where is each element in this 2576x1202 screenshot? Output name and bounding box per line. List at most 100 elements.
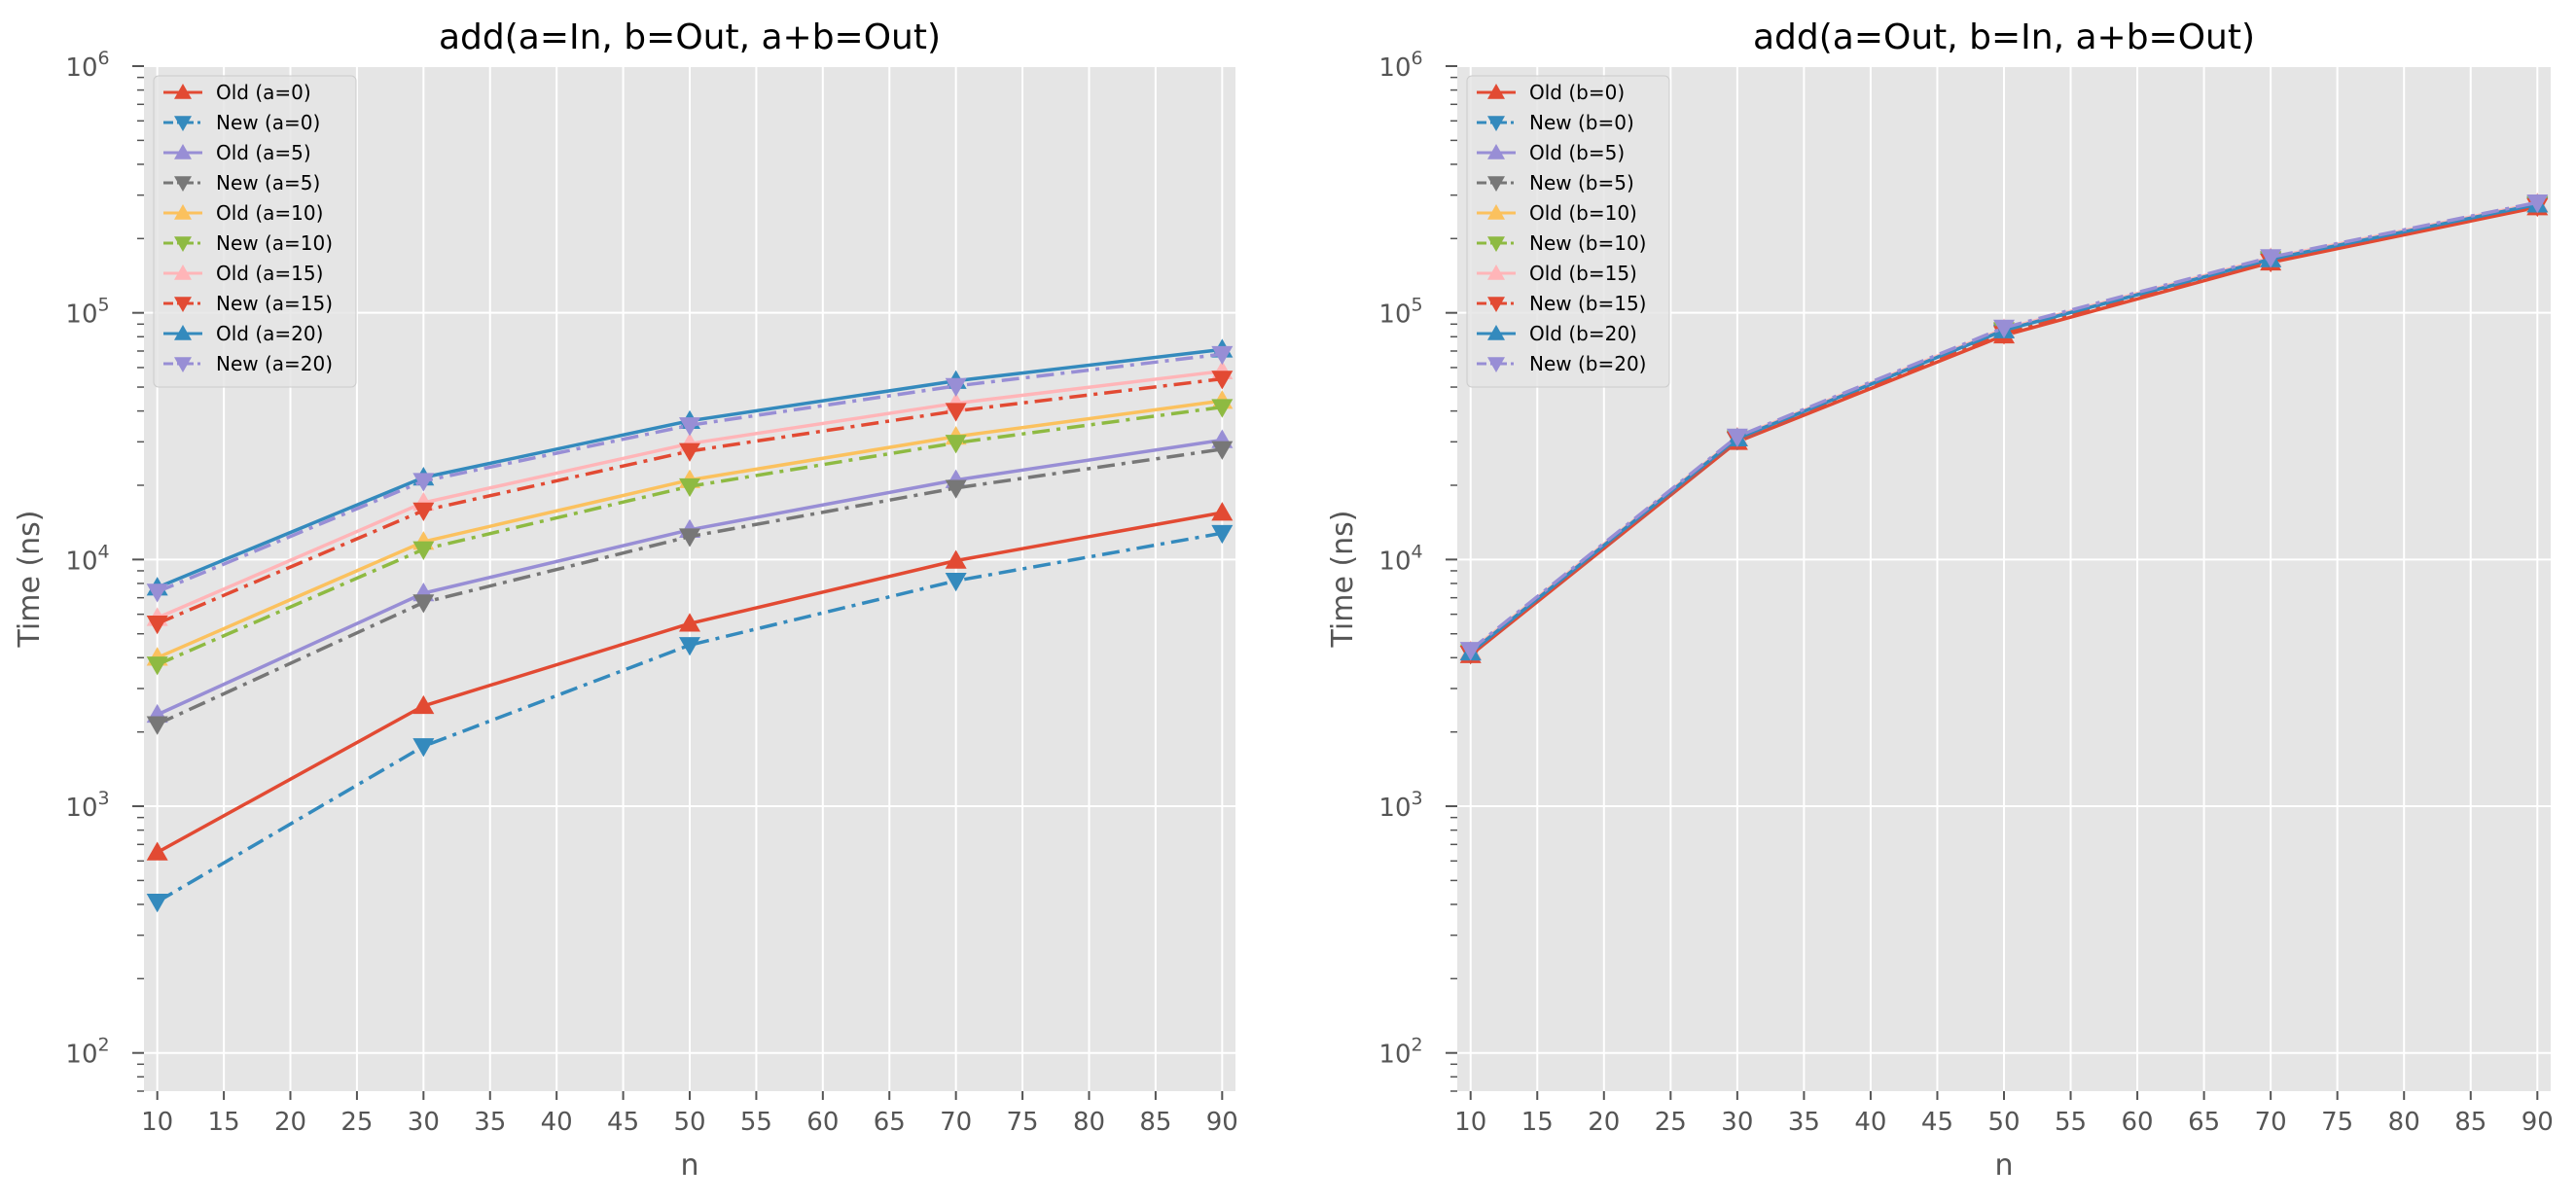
y-tick-label: 105 [65, 295, 109, 330]
data-point-marker [146, 583, 168, 603]
data-point-marker [679, 528, 700, 548]
x-tick-label: 25 [1655, 1108, 1687, 1137]
series-line [1469, 200, 2538, 652]
x-tick-label: 30 [1721, 1108, 1753, 1137]
x-tick-label: 60 [806, 1108, 839, 1137]
x-tick-label: 80 [1073, 1108, 1105, 1137]
y-tick-label: 102 [65, 1035, 109, 1070]
legend-label: Old (b=20) [1529, 322, 1637, 345]
legend-label: Old (a=20) [216, 322, 323, 345]
data-point-marker [679, 477, 700, 498]
x-tick-label: 90 [2522, 1108, 2554, 1137]
data-point-marker [1211, 524, 1234, 545]
x-tick-label: 10 [141, 1108, 173, 1137]
chart-title: add(a=Out, b=In, a+b=Out) [1753, 18, 2255, 57]
y-tick-label: 103 [65, 788, 109, 823]
data-point-marker [679, 417, 700, 437]
legend-label: Old (a=0) [216, 81, 311, 104]
data-point-marker [945, 549, 967, 569]
data-point-marker [412, 694, 435, 715]
x-tick-label: 30 [408, 1108, 440, 1137]
legend-marker [1487, 357, 1505, 372]
data-point-marker [412, 594, 435, 614]
data-point-marker [146, 716, 168, 735]
y-tick-label: 104 [1378, 541, 1422, 576]
legend-label: New (b=10) [1529, 231, 1647, 255]
y-tick-label: 102 [1378, 1035, 1422, 1070]
x-axis-label: n [1994, 1149, 2013, 1183]
series-line [156, 531, 1223, 903]
y-tick-label: 104 [65, 541, 109, 576]
y-tick-label: 106 [1378, 48, 1422, 83]
data-point-marker [679, 442, 700, 462]
x-tick-label: 80 [2388, 1108, 2420, 1137]
series-line [157, 352, 1223, 594]
legend-label: Old (a=5) [216, 141, 311, 164]
x-tick-label: 75 [1007, 1108, 1039, 1137]
x-tick-label: 75 [2321, 1108, 2353, 1137]
data-point-marker [679, 637, 700, 656]
series-1-6 [146, 399, 1234, 676]
legend-label: New (b=20) [1529, 352, 1647, 375]
series-2-10 [1459, 194, 2549, 661]
legend-marker [174, 325, 192, 340]
x-tick-label: 65 [2188, 1108, 2220, 1137]
x-tick-label: 45 [1921, 1108, 1953, 1137]
legend-marker [174, 236, 192, 252]
legend-marker [174, 116, 192, 131]
legend-marker [1487, 236, 1505, 252]
legend-label: Old (b=0) [1529, 81, 1625, 104]
data-point-marker [1211, 502, 1234, 521]
legend-marker [1487, 84, 1505, 99]
legend-marker [1487, 204, 1505, 220]
data-point-marker [679, 613, 700, 632]
legend-label: Old (a=15) [216, 262, 323, 285]
x-tick-label: 20 [274, 1108, 306, 1137]
legend-marker [174, 204, 192, 220]
legend-label: Old (b=15) [1529, 262, 1637, 285]
x-tick-label: 90 [1206, 1108, 1238, 1137]
y-axis-label: Time (ns) [13, 510, 47, 648]
data-point-marker [1726, 428, 1748, 447]
legend-marker [1487, 176, 1505, 192]
x-tick-label: 45 [607, 1108, 639, 1137]
legend-marker [1487, 297, 1505, 312]
legend-marker [174, 357, 192, 372]
legend-label: New (a=0) [216, 111, 320, 134]
data-point-marker [146, 656, 168, 676]
legend-label: New (a=15) [216, 292, 333, 315]
x-tick-label: 55 [740, 1108, 772, 1137]
data-point-marker [146, 615, 168, 635]
chart-panel-2: 10 15 20 25 30 35 40 45 50 55 60 65 70 75 80 85 90 102 103… [1326, 18, 2554, 1183]
x-tick-label: 15 [208, 1108, 240, 1137]
chart-title: add(a=In, b=Out, a+b=Out) [439, 18, 941, 57]
legend-label: Old (b=5) [1529, 141, 1625, 164]
data-point-marker [1211, 441, 1234, 460]
x-tick-label: 20 [1588, 1108, 1620, 1137]
legend-marker [174, 265, 192, 280]
series-1-4 [146, 441, 1234, 735]
chart-panel-1: 10 15 20 25 30 35 40 45 50 55 60 65 70 75 80 85 90 102 103… [13, 18, 1238, 1183]
y-tick-label: 106 [65, 48, 109, 83]
legend-marker [174, 297, 192, 312]
data-point-marker [1211, 371, 1234, 390]
x-tick-label: 15 [1521, 1108, 1554, 1137]
data-point-marker [146, 894, 168, 913]
x-tick-label: 25 [340, 1108, 373, 1137]
legend-label: New (a=20) [216, 352, 333, 375]
series-1-1 [146, 502, 1234, 861]
data-point-marker [945, 435, 967, 454]
series-1-10 [146, 345, 1234, 603]
x-tick-label: 70 [940, 1108, 972, 1137]
legend-label: Old (b=10) [1529, 201, 1637, 225]
legend-label: New (b=15) [1529, 292, 1647, 315]
legend [153, 75, 357, 388]
legend-marker [174, 176, 192, 192]
x-tick-label: 50 [673, 1108, 705, 1137]
y-tick-label: 103 [1378, 788, 1422, 823]
y-tick-label: 105 [1378, 295, 1422, 330]
data-point-marker [945, 377, 967, 397]
data-point-marker [945, 403, 967, 422]
series-line [1469, 204, 2538, 655]
